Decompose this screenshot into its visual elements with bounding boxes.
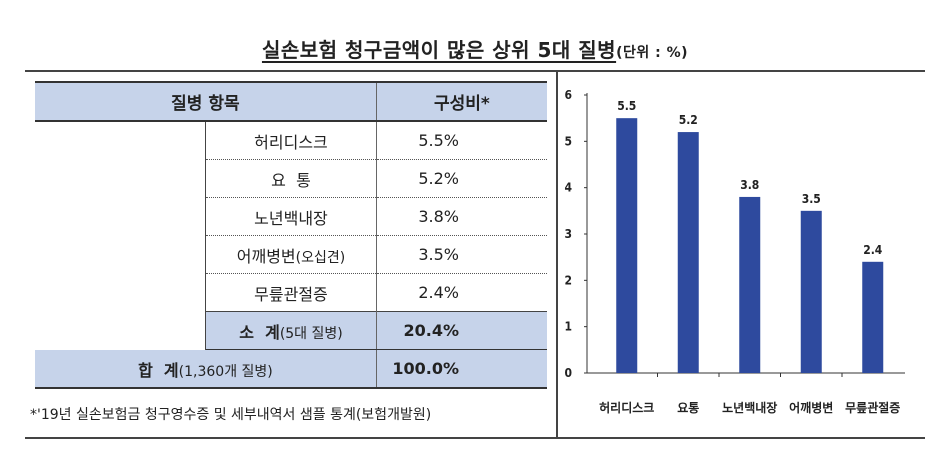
bar — [800, 210, 822, 373]
y-tick-label: 6 — [564, 88, 572, 102]
x-tick-label: 요통 — [677, 400, 699, 415]
row-value: 3.5% — [376, 235, 547, 274]
row-name: 허리디스크 — [205, 121, 377, 160]
bar — [862, 261, 884, 373]
y-tick-label: 3 — [564, 227, 572, 241]
x-tick-label: 허리디스크 — [599, 400, 654, 415]
data-label: 2.4 — [863, 243, 883, 257]
data-label: 3.5 — [802, 192, 821, 206]
bar — [677, 132, 699, 373]
frame-divider — [556, 70, 558, 437]
y-tick-label: 0 — [564, 366, 572, 380]
x-tick-label: 어깨병변 — [789, 400, 833, 415]
bar — [616, 118, 638, 374]
bar — [739, 196, 761, 373]
row-name-text: 어깨병변 — [236, 246, 296, 266]
table-header-row: 질병 항목 구성비* — [35, 81, 547, 122]
table-row: 노년백내장 3.8% — [35, 197, 547, 236]
header-item: 질병 항목 — [35, 81, 377, 122]
page-title: 실손보험 청구금액이 많은 상위 5대 질병(단위 : %) — [0, 34, 950, 63]
subtotal-label: 소 계(5대 질병) — [205, 311, 377, 350]
table-row: 요 통 5.2% — [35, 159, 547, 198]
row-value: 3.8% — [376, 197, 547, 236]
table-row: 무릎관절증 2.4% — [35, 273, 547, 312]
data-label: 3.8 — [740, 178, 759, 192]
frame-top-rule — [25, 70, 925, 72]
total-value: 100.0% — [376, 349, 547, 389]
total-row: 합 계(1,360개 질병) 100.0% — [35, 349, 547, 389]
title-main: 실손보험 청구금액이 많은 상위 5대 질병 — [261, 38, 617, 62]
table-row: 어깨병변(오십견) 3.5% — [35, 235, 547, 274]
header-ratio: 구성비* — [376, 81, 547, 122]
table-row: 허리디스크 5.5% — [35, 121, 547, 160]
total-label: 합 계(1,360개 질병) — [35, 349, 377, 389]
subtotal-row: 소 계(5대 질병) 20.4% — [35, 311, 547, 350]
title-unit: (단위 : %) — [616, 45, 689, 61]
y-tick-label: 1 — [564, 320, 572, 334]
footnote: *'19년 실손보험금 청구영수증 및 세부내역서 샘플 통계(보험개발원) — [30, 407, 432, 423]
y-tick-label: 5 — [564, 134, 572, 148]
x-tick-label: 노년백내장 — [722, 400, 777, 415]
data-label: 5.5 — [617, 99, 636, 113]
row-value: 2.4% — [376, 273, 547, 312]
disease-table: 질병 항목 구성비* 허리디스크 5.5% 요 통 5.2% 노년백내장 3.8… — [35, 81, 547, 389]
y-tick-label: 4 — [564, 181, 572, 195]
subtotal-value: 20.4% — [376, 311, 547, 350]
row-name: 노년백내장 — [205, 197, 377, 236]
row-value: 5.5% — [376, 121, 547, 160]
y-tick-label: 2 — [564, 273, 572, 287]
row-name: 무릎관절증 — [205, 273, 377, 312]
frame-bottom-rule — [25, 437, 925, 439]
row-name-note: (오십견) — [295, 249, 346, 266]
row-name: 요 통 — [205, 159, 377, 198]
x-tick-label: 무릎관절증 — [845, 400, 900, 415]
row-name: 어깨병변(오십견) — [205, 235, 377, 274]
row-value: 5.2% — [376, 159, 547, 198]
data-label: 5.2 — [679, 113, 698, 127]
